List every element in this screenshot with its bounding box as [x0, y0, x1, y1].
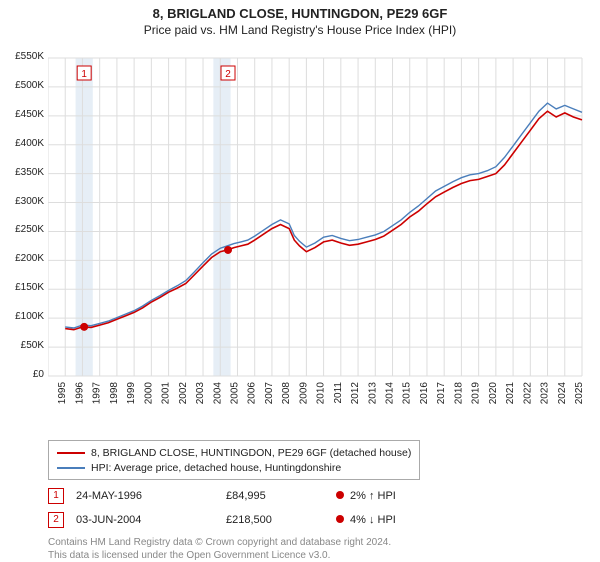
- svg-text:1998: 1998: [109, 382, 120, 405]
- legend-swatch: [57, 452, 85, 454]
- svg-text:2019: 2019: [471, 382, 482, 405]
- svg-text:2008: 2008: [281, 382, 292, 405]
- sale-date: 03-JUN-2004: [76, 514, 226, 526]
- svg-text:2015: 2015: [402, 382, 413, 405]
- svg-text:1996: 1996: [74, 382, 85, 405]
- svg-text:2007: 2007: [264, 382, 275, 405]
- y-tick-label: £250K: [0, 224, 44, 235]
- y-tick-label: £400K: [0, 138, 44, 149]
- svg-text:2024: 2024: [557, 382, 568, 405]
- svg-text:2013: 2013: [367, 382, 378, 405]
- svg-text:1999: 1999: [126, 382, 137, 405]
- legend-label: HPI: Average price, detached house, Hunt…: [91, 462, 341, 474]
- chart-container: 8, BRIGLAND CLOSE, HUNTINGDON, PE29 6GF …: [0, 0, 600, 560]
- y-tick-label: £300K: [0, 196, 44, 207]
- svg-text:2014: 2014: [385, 382, 396, 405]
- chart-title: 8, BRIGLAND CLOSE, HUNTINGDON, PE29 6GF: [0, 0, 600, 23]
- y-tick-label: £0: [0, 369, 44, 380]
- svg-text:1: 1: [81, 69, 87, 80]
- y-tick-label: £550K: [0, 51, 44, 62]
- svg-text:2025: 2025: [574, 382, 585, 405]
- y-tick-label: £100K: [0, 311, 44, 322]
- svg-text:2009: 2009: [298, 382, 309, 405]
- y-tick-label: £500K: [0, 80, 44, 91]
- dot-icon: [336, 491, 344, 499]
- disclaimer: Contains HM Land Registry data © Crown c…: [48, 536, 588, 562]
- dot-icon: [336, 515, 344, 523]
- sale-row: 2 03-JUN-2004 £218,500 4% ↓ HPI: [48, 512, 588, 528]
- svg-text:2018: 2018: [453, 382, 464, 405]
- sale-marker: 2: [48, 512, 64, 528]
- svg-text:1995: 1995: [57, 382, 68, 405]
- svg-text:1994: 1994: [48, 382, 51, 405]
- chart-footer: 8, BRIGLAND CLOSE, HUNTINGDON, PE29 6GF …: [48, 440, 588, 562]
- legend-box: 8, BRIGLAND CLOSE, HUNTINGDON, PE29 6GF …: [48, 440, 420, 480]
- y-tick-label: £450K: [0, 109, 44, 120]
- legend-item: 8, BRIGLAND CLOSE, HUNTINGDON, PE29 6GF …: [57, 445, 411, 460]
- svg-text:2006: 2006: [247, 382, 258, 405]
- svg-text:2021: 2021: [505, 382, 516, 405]
- svg-text:2010: 2010: [316, 382, 327, 405]
- svg-text:2002: 2002: [178, 382, 189, 405]
- svg-text:1997: 1997: [92, 382, 103, 405]
- svg-text:2011: 2011: [333, 382, 344, 404]
- y-tick-label: £350K: [0, 167, 44, 178]
- svg-text:2022: 2022: [522, 382, 533, 405]
- sale-row: 1 24-MAY-1996 £84,995 2% ↑ HPI: [48, 488, 588, 504]
- svg-text:2004: 2004: [212, 382, 223, 405]
- legend-item: HPI: Average price, detached house, Hunt…: [57, 460, 411, 475]
- svg-text:2017: 2017: [436, 382, 447, 405]
- y-tick-label: £50K: [0, 340, 44, 351]
- y-tick-label: £150K: [0, 282, 44, 293]
- y-tick-label: £200K: [0, 253, 44, 264]
- svg-text:2020: 2020: [488, 382, 499, 405]
- svg-text:2016: 2016: [419, 382, 430, 405]
- legend-label: 8, BRIGLAND CLOSE, HUNTINGDON, PE29 6GF …: [91, 447, 411, 459]
- svg-text:2012: 2012: [350, 382, 361, 405]
- legend-swatch: [57, 467, 85, 469]
- sale-price: £84,995: [226, 490, 336, 502]
- chart-svg: 1 2 1994 1995 1996 1997 1998 1999 2000 2001 2002 20…: [48, 50, 588, 410]
- svg-text:2001: 2001: [161, 382, 172, 405]
- svg-text:2023: 2023: [540, 382, 551, 405]
- chart-plot-area: 1 2 1994 1995 1996 1997 1998 1999 2000 2001 2002 20…: [48, 50, 588, 410]
- svg-text:2005: 2005: [229, 382, 240, 405]
- sale-hpi: 2% ↑ HPI: [336, 490, 446, 502]
- svg-text:2: 2: [225, 69, 231, 80]
- sale-date: 24-MAY-1996: [76, 490, 226, 502]
- sale-hpi: 4% ↓ HPI: [336, 514, 446, 526]
- sale-marker: 1: [48, 488, 64, 504]
- sale-price: £218,500: [226, 514, 336, 526]
- svg-text:2003: 2003: [195, 382, 206, 405]
- svg-text:2000: 2000: [143, 382, 154, 405]
- chart-subtitle: Price paid vs. HM Land Registry's House …: [0, 23, 600, 41]
